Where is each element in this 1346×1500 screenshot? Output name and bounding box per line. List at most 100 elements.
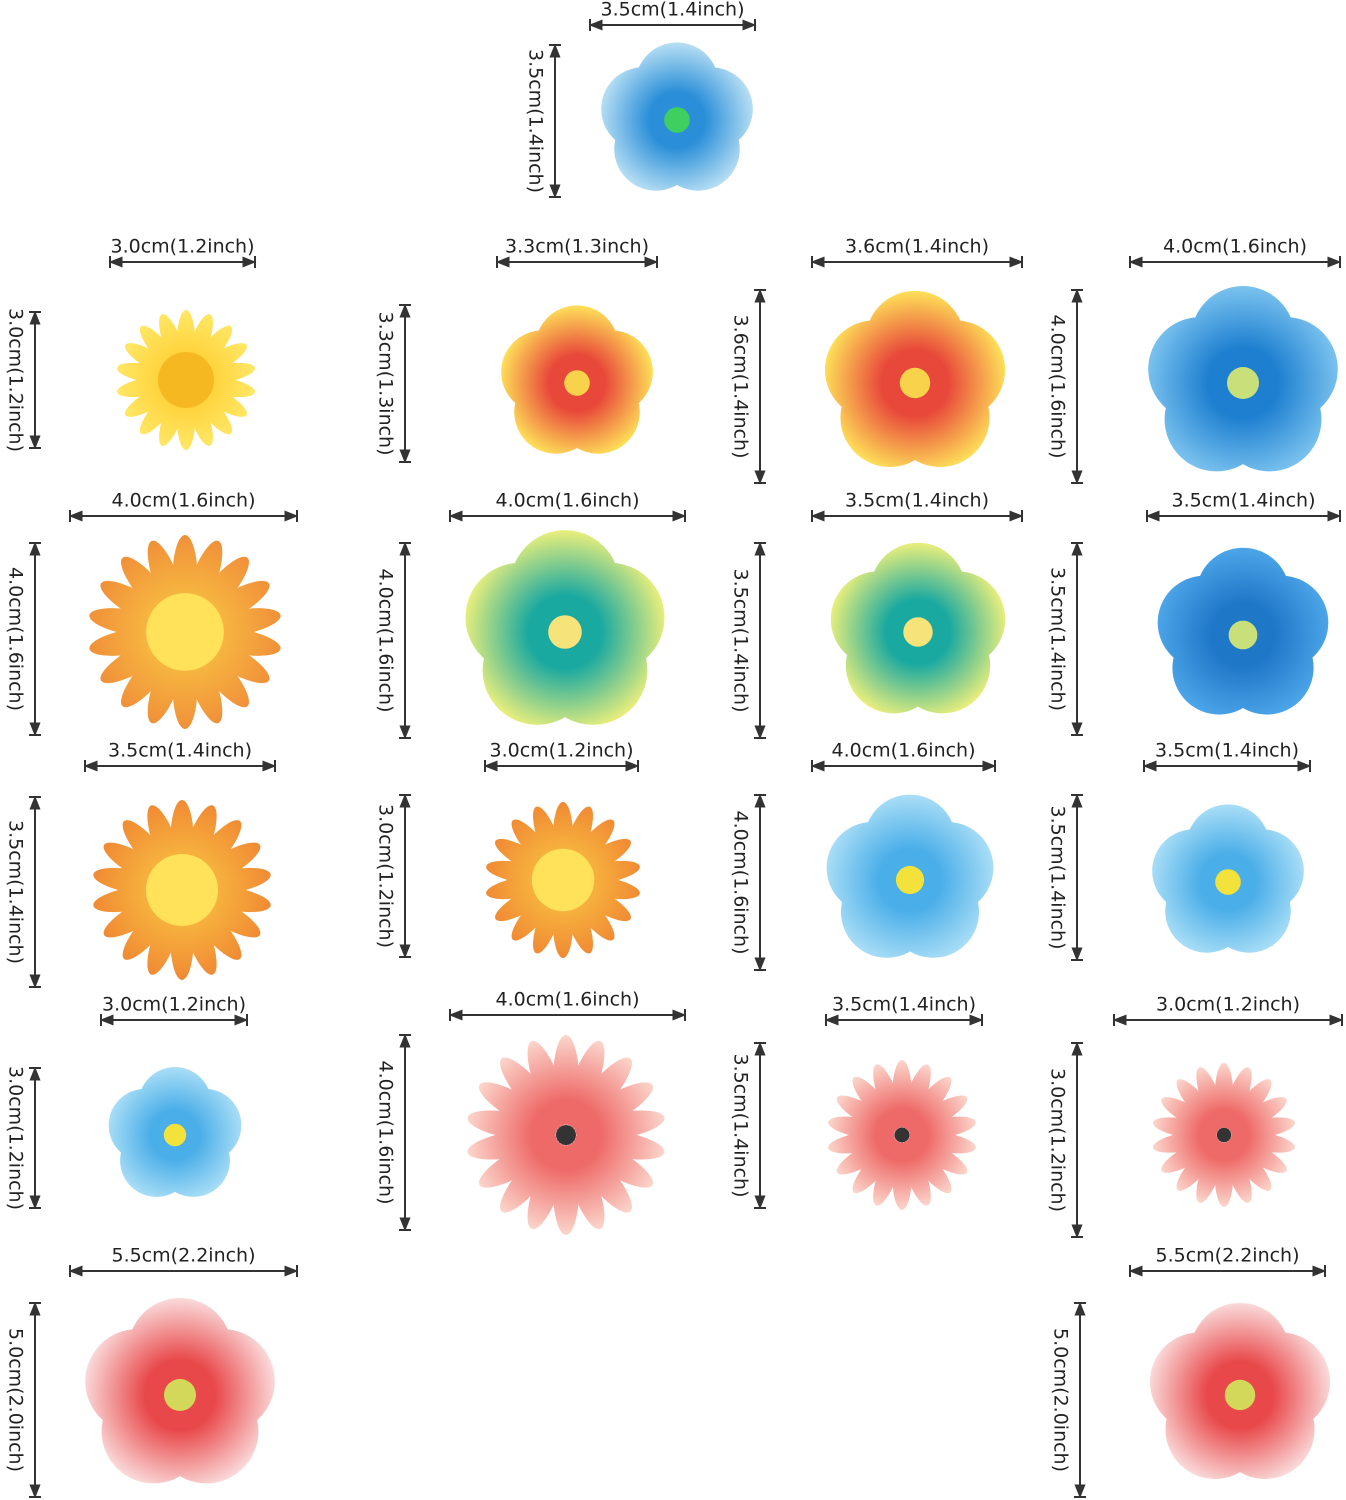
flower-center [548,615,582,649]
width-label: 3.0cm(1.2inch) [102,994,246,1016]
petal [905,1076,952,1131]
width-label: 3.5cm(1.4inch) [600,0,744,21]
flower-center [903,617,933,647]
flower [828,1060,976,1210]
width-label: 4.0cm(1.6inch) [1163,236,1307,258]
height-label: 4.0cm(1.6inch) [1047,314,1069,458]
flower-center [556,1125,576,1145]
flower [85,1298,275,1484]
petal [601,67,685,151]
height-label: 3.5cm(1.4inch) [5,820,27,964]
width-label: 4.0cm(1.6inch) [831,740,975,762]
flower-center [1224,1379,1256,1411]
height-label: 4.0cm(1.6inch) [5,567,27,711]
width-label: 4.0cm(1.6inch) [495,490,639,512]
flower-center [1216,1127,1232,1143]
height-label: 4.0cm(1.6inch) [375,1060,397,1204]
height-label: 3.5cm(1.4inch) [730,568,752,712]
petal [826,822,919,914]
height-label: 3.0cm(1.2inch) [1047,1068,1069,1212]
flower-center [1215,869,1241,895]
petal [873,1141,903,1206]
height-label: 3.0cm(1.2inch) [375,804,397,948]
height-label: 3.5cm(1.4inch) [1047,567,1069,711]
flower-center [564,370,590,396]
petal [1223,1067,1252,1129]
flower [824,290,1006,467]
flower [117,310,255,450]
petal [85,1329,190,1434]
height-label: 5.0cm(2.0inch) [5,1328,27,1472]
petal [824,320,924,420]
height-label: 3.5cm(1.4inch) [1047,805,1069,949]
width-label: 3.3cm(1.3inch) [505,236,649,258]
flower [1149,1302,1331,1479]
flower-center [1227,367,1259,399]
width-label: 5.5cm(2.2inch) [1155,1245,1299,1267]
petal [1148,317,1253,422]
petal [1149,1332,1249,1432]
petal [1229,1136,1287,1173]
width-label: 4.0cm(1.6inch) [111,490,255,512]
petal [1176,1139,1221,1191]
flower [1152,804,1304,953]
flower [826,794,994,958]
flower-center [146,854,218,926]
flower [830,542,1006,714]
petal [1157,575,1252,670]
width-label: 3.6cm(1.4inch) [845,236,989,258]
flower-center [894,1127,910,1143]
flower-center [164,1379,196,1411]
height-label: 3.0cm(1.2inch) [5,308,27,452]
petal [1196,1141,1225,1203]
flower-center [895,865,925,895]
width-label: 5.5cm(2.2inch) [111,1245,255,1267]
petal [478,1082,558,1133]
petal [500,1141,562,1213]
flower [465,530,665,725]
width-label: 3.5cm(1.4inch) [1171,490,1315,512]
height-label: 3.0cm(1.2inch) [5,1066,27,1210]
flower-center [163,1123,187,1147]
width-label: 3.5cm(1.4inch) [108,740,252,762]
width-label: 3.5cm(1.4inch) [845,490,989,512]
petal [873,1064,903,1129]
flower-center [531,848,595,912]
flower-center [899,367,931,399]
width-label: 3.5cm(1.4inch) [832,994,976,1016]
width-label: 3.0cm(1.2inch) [489,740,633,762]
petal [1161,1097,1219,1134]
height-label: 3.5cm(1.4inch) [525,49,547,193]
flower [486,802,640,958]
flower-center [1228,620,1258,650]
petal [574,1137,654,1188]
petal [852,1139,899,1194]
flower-center [146,593,224,671]
height-label: 4.0cm(1.6inch) [375,568,397,712]
width-label: 3.5cm(1.4inch) [1155,740,1299,762]
flower [108,1067,242,1197]
petal [1196,1067,1225,1129]
petal [527,1040,567,1126]
flower [501,305,653,454]
flower [89,535,281,729]
petal [1227,1079,1272,1131]
height-label: 4.0cm(1.6inch) [730,810,752,954]
height-label: 3.5cm(1.4inch) [730,1053,752,1197]
petal [901,1064,931,1129]
petal [830,571,927,668]
petal [465,562,575,672]
width-label: 4.0cm(1.6inch) [495,989,639,1011]
flower [93,800,271,980]
width-label: 3.0cm(1.2inch) [1156,994,1300,1016]
flower-center [664,107,690,133]
width-label: 3.0cm(1.2inch) [110,236,254,258]
petal [570,1057,632,1129]
petal [1152,829,1236,913]
petal [501,330,585,414]
height-label: 5.0cm(2.0inch) [1050,1328,1072,1472]
petal [836,1095,896,1134]
flower [1153,1063,1295,1207]
petal [108,1088,182,1162]
